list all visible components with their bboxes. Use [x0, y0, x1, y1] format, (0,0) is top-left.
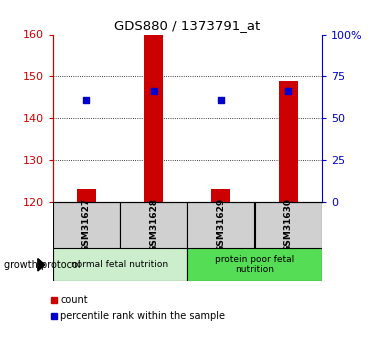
Bar [187, 248, 322, 281]
Bar [53, 202, 120, 248]
Title: GDS880 / 1373791_at: GDS880 / 1373791_at [114, 19, 261, 32]
Bar [211, 189, 230, 202]
Bar [77, 189, 96, 202]
Bar [144, 34, 163, 202]
Text: GSM31627: GSM31627 [82, 198, 91, 252]
Text: normal fetal nutrition: normal fetal nutrition [71, 260, 168, 269]
Bar [279, 80, 298, 202]
Text: percentile rank within the sample: percentile rank within the sample [60, 311, 225, 321]
Point [83, 97, 89, 102]
Point [285, 89, 291, 94]
Bar [53, 248, 187, 281]
Polygon shape [38, 259, 45, 271]
Text: protein poor fetal
nutrition: protein poor fetal nutrition [215, 255, 294, 275]
Text: growth protocol: growth protocol [4, 260, 80, 270]
Text: GSM31630: GSM31630 [284, 198, 292, 252]
Bar [120, 202, 187, 248]
Text: count: count [60, 295, 88, 305]
Point [218, 97, 224, 102]
Text: GSM31629: GSM31629 [216, 198, 225, 252]
Bar [187, 202, 254, 248]
Point [151, 89, 157, 94]
Text: GSM31628: GSM31628 [149, 198, 158, 252]
Bar [255, 202, 322, 248]
